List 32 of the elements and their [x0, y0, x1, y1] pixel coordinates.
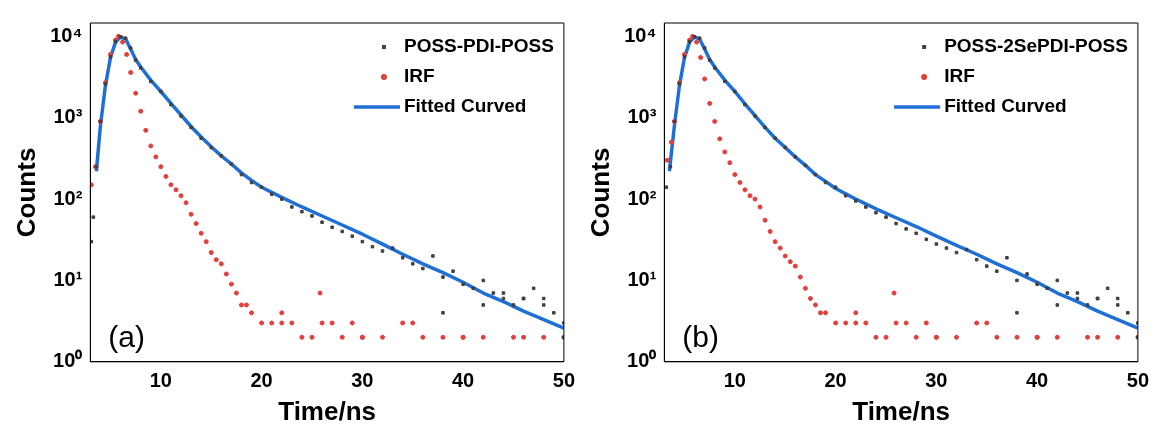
- legend-label: POSS-PDI-POSS: [403, 35, 554, 57]
- annotation: (b): [682, 320, 720, 354]
- x-tick-label: 20: [250, 369, 273, 392]
- x-tick-label: 30: [351, 369, 374, 392]
- legend-label: POSS-2SePDI-POSS: [944, 35, 1128, 57]
- x-axis-title: Time/ns: [278, 395, 376, 426]
- x-tick-label: 50: [552, 369, 575, 392]
- y-tick-label: 10¹: [627, 267, 657, 290]
- y-tick-label: 10⁴: [50, 23, 83, 46]
- y-tick-label: 10³: [53, 105, 83, 128]
- legend-label: IRF: [944, 65, 975, 87]
- y-axis-title: Counts: [584, 147, 615, 238]
- legend-label: Fitted Curved: [403, 95, 527, 117]
- y-tick-label: 10²: [53, 186, 83, 209]
- legend-label: IRF: [403, 65, 435, 87]
- y-tick-label: 10⁰: [627, 349, 657, 372]
- annotation: (a): [108, 320, 146, 354]
- x-tick-label: 50: [1126, 369, 1149, 392]
- y-axis-title: Counts: [10, 147, 41, 238]
- y-tick-label: 10²: [627, 186, 657, 209]
- y-tick-label: 10⁰: [53, 349, 83, 372]
- x-tick-label: 40: [452, 369, 475, 392]
- y-tick-label: 10³: [627, 105, 657, 128]
- y-tick-label: 10⁴: [624, 23, 657, 46]
- x-tick-label: 30: [925, 369, 948, 392]
- x-tick-label: 10: [149, 369, 172, 392]
- legend-label: Fitted Curved: [944, 95, 1067, 117]
- y-tick-label: 10¹: [53, 267, 83, 290]
- x-tick-label: 10: [723, 369, 746, 392]
- x-tick-label: 40: [1026, 369, 1049, 392]
- x-tick-label: 20: [824, 369, 847, 392]
- x-axis-title: Time/ns: [852, 395, 950, 426]
